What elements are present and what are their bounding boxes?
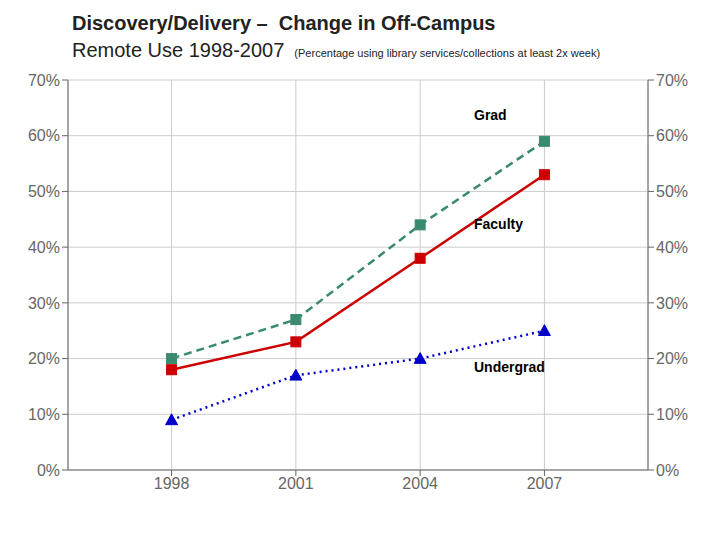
svg-text:0%: 0% xyxy=(656,462,679,479)
svg-text:2004: 2004 xyxy=(402,475,438,492)
svg-text:Undergrad: Undergrad xyxy=(474,359,545,375)
svg-text:Faculty: Faculty xyxy=(474,216,523,232)
svg-text:40%: 40% xyxy=(656,239,688,256)
svg-text:1998: 1998 xyxy=(154,475,190,492)
svg-text:70%: 70% xyxy=(28,72,60,89)
svg-text:60%: 60% xyxy=(28,127,60,144)
html-text:Discovery/Delivery – Change in: Discovery/Delivery – Change in Off-Campu… xyxy=(72,12,496,34)
svg-text:2001: 2001 xyxy=(278,475,314,492)
svg-text:50%: 50% xyxy=(28,183,60,200)
svg-text:20%: 20% xyxy=(656,350,688,367)
svg-text:0%: 0% xyxy=(37,462,60,479)
svg-text:70%: 70% xyxy=(656,72,688,89)
svg-text:20%: 20% xyxy=(28,350,60,367)
svg-text:50%: 50% xyxy=(656,183,688,200)
html-text:(Percentage using library serv: (Percentage using library services/colle… xyxy=(294,47,601,59)
svg-text:30%: 30% xyxy=(656,295,688,312)
svg-text:60%: 60% xyxy=(656,127,688,144)
html-text:Remote Use 1998-2007: Remote Use 1998-2007 xyxy=(72,39,285,61)
svg-text:Grad: Grad xyxy=(474,107,507,123)
svg-text:10%: 10% xyxy=(28,406,60,423)
svg-text:10%: 10% xyxy=(656,406,688,423)
svg-text:40%: 40% xyxy=(28,239,60,256)
svg-text:30%: 30% xyxy=(28,295,60,312)
svg-text:2007: 2007 xyxy=(527,475,563,492)
